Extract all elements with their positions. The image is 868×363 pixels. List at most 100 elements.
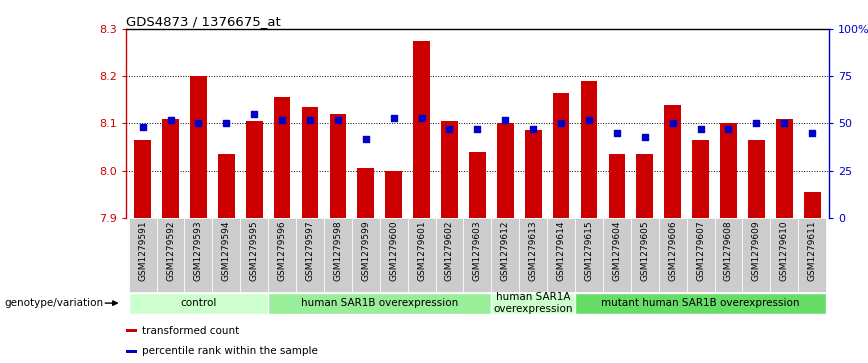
FancyBboxPatch shape (296, 218, 324, 292)
Text: human SAR1A
overexpression: human SAR1A overexpression (493, 292, 573, 314)
Bar (330, 114, 346, 218)
Bar (218, 154, 234, 218)
Bar (664, 105, 681, 218)
Bar (302, 107, 319, 218)
Text: GSM1279591: GSM1279591 (138, 220, 147, 281)
Text: transformed count: transformed count (142, 326, 240, 336)
Bar (525, 130, 542, 218)
Bar (126, 350, 136, 352)
FancyBboxPatch shape (603, 218, 631, 292)
FancyBboxPatch shape (408, 218, 436, 292)
Point (582, 117, 596, 123)
FancyBboxPatch shape (575, 293, 826, 314)
Text: GSM1279608: GSM1279608 (724, 220, 733, 281)
FancyBboxPatch shape (184, 218, 213, 292)
FancyBboxPatch shape (352, 218, 379, 292)
Point (163, 117, 177, 123)
Point (303, 117, 317, 123)
Text: GSM1279605: GSM1279605 (641, 220, 649, 281)
Bar (748, 140, 765, 218)
Bar (358, 168, 374, 218)
Point (220, 121, 233, 126)
Text: percentile rank within the sample: percentile rank within the sample (142, 346, 319, 356)
Point (610, 130, 624, 136)
Text: GDS4873 / 1376675_at: GDS4873 / 1376675_at (126, 15, 280, 28)
Bar (692, 140, 709, 218)
FancyBboxPatch shape (379, 218, 408, 292)
FancyBboxPatch shape (268, 218, 296, 292)
Point (498, 117, 512, 123)
Point (721, 126, 735, 132)
Text: GSM1279594: GSM1279594 (222, 220, 231, 281)
Bar (246, 121, 262, 218)
Text: mutant human SAR1B overexpression: mutant human SAR1B overexpression (602, 298, 799, 308)
Point (192, 121, 206, 126)
FancyBboxPatch shape (714, 218, 742, 292)
Text: human SAR1B overexpression: human SAR1B overexpression (301, 298, 458, 308)
Bar (162, 119, 179, 218)
FancyBboxPatch shape (742, 218, 770, 292)
Text: GSM1279612: GSM1279612 (501, 220, 510, 281)
Bar (776, 119, 792, 218)
Bar (581, 81, 597, 218)
Text: GSM1279613: GSM1279613 (529, 220, 537, 281)
Text: GSM1279593: GSM1279593 (194, 220, 203, 281)
Text: genotype/variation: genotype/variation (4, 298, 103, 308)
Text: GSM1279597: GSM1279597 (306, 220, 314, 281)
FancyBboxPatch shape (519, 218, 547, 292)
FancyBboxPatch shape (575, 218, 603, 292)
FancyBboxPatch shape (128, 293, 268, 314)
Text: GSM1279599: GSM1279599 (361, 220, 371, 281)
Bar (469, 152, 486, 218)
FancyBboxPatch shape (631, 218, 659, 292)
Text: GSM1279611: GSM1279611 (808, 220, 817, 281)
Bar (190, 76, 207, 218)
Bar (636, 154, 653, 218)
Text: GSM1279604: GSM1279604 (613, 220, 621, 281)
Bar (441, 121, 457, 218)
Point (470, 126, 484, 132)
Point (247, 111, 261, 117)
FancyBboxPatch shape (436, 218, 464, 292)
FancyBboxPatch shape (491, 293, 575, 314)
Bar (608, 154, 625, 218)
Point (694, 126, 707, 132)
Bar (720, 123, 737, 218)
Bar (553, 93, 569, 218)
FancyBboxPatch shape (687, 218, 714, 292)
FancyBboxPatch shape (770, 218, 799, 292)
Text: GSM1279609: GSM1279609 (752, 220, 761, 281)
Point (443, 126, 457, 132)
Point (749, 121, 763, 126)
Bar (273, 98, 291, 218)
FancyBboxPatch shape (799, 218, 826, 292)
FancyBboxPatch shape (324, 218, 352, 292)
Point (806, 130, 819, 136)
FancyBboxPatch shape (213, 218, 240, 292)
Point (331, 117, 345, 123)
Text: GSM1279595: GSM1279595 (250, 220, 259, 281)
Point (358, 136, 372, 142)
Text: GSM1279610: GSM1279610 (779, 220, 789, 281)
Text: GSM1279598: GSM1279598 (333, 220, 342, 281)
Text: GSM1279614: GSM1279614 (556, 220, 566, 281)
Text: GSM1279596: GSM1279596 (278, 220, 286, 281)
Bar (135, 140, 151, 218)
FancyBboxPatch shape (659, 218, 687, 292)
Text: GSM1279603: GSM1279603 (473, 220, 482, 281)
FancyBboxPatch shape (240, 218, 268, 292)
Text: GSM1279607: GSM1279607 (696, 220, 705, 281)
FancyBboxPatch shape (128, 218, 156, 292)
Text: GSM1279615: GSM1279615 (584, 220, 594, 281)
Text: GSM1279592: GSM1279592 (166, 220, 175, 281)
Point (526, 126, 540, 132)
FancyBboxPatch shape (547, 218, 575, 292)
FancyBboxPatch shape (268, 293, 491, 314)
Point (638, 134, 652, 139)
Point (415, 115, 429, 121)
Text: GSM1279602: GSM1279602 (445, 220, 454, 281)
Bar (496, 123, 514, 218)
Point (554, 121, 568, 126)
FancyBboxPatch shape (156, 218, 184, 292)
Text: GSM1279601: GSM1279601 (418, 220, 426, 281)
